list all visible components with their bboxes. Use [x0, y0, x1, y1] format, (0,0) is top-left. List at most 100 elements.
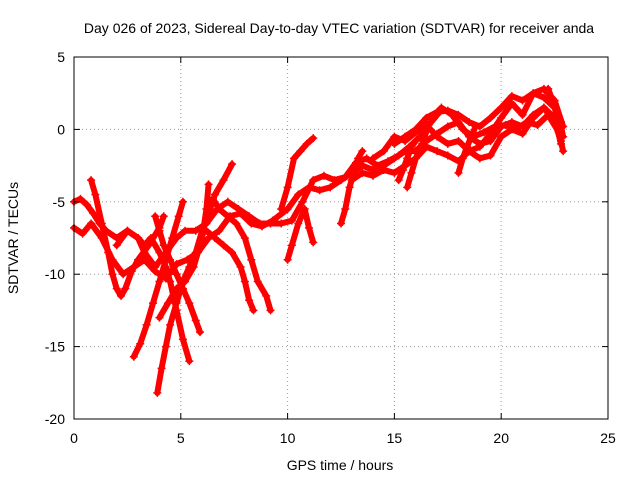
data-point	[108, 270, 117, 279]
data-point	[533, 121, 542, 130]
data-point	[443, 122, 452, 131]
data-point	[208, 194, 217, 203]
data-point	[475, 154, 484, 163]
data-point	[480, 128, 489, 137]
data-point	[454, 168, 463, 177]
data-point	[539, 93, 548, 102]
data-point	[407, 168, 416, 177]
data-point	[257, 222, 266, 231]
data-point	[529, 89, 538, 98]
data-point	[127, 267, 136, 276]
data-point	[304, 183, 313, 192]
data-point	[153, 388, 162, 397]
series-dip-7	[208, 194, 275, 315]
data-point	[559, 132, 568, 141]
data-point	[174, 212, 183, 221]
y-tick-label: 5	[57, 49, 65, 65]
series-trace	[156, 181, 212, 321]
data-point	[401, 136, 410, 145]
plot-frame	[73, 56, 609, 420]
data-point	[433, 147, 442, 156]
data-point	[219, 241, 228, 250]
data-point	[121, 284, 130, 293]
data-point	[403, 154, 412, 163]
series-dip-5	[151, 212, 205, 337]
data-point	[507, 118, 516, 127]
data-point	[443, 139, 452, 148]
x-tick-label: 15	[387, 430, 403, 446]
data-point	[345, 183, 354, 192]
data-point	[390, 132, 399, 141]
data-point	[202, 205, 211, 214]
data-point	[82, 200, 91, 209]
data-point	[458, 154, 467, 163]
data-point	[178, 197, 187, 206]
data-point	[215, 226, 224, 235]
data-point	[475, 142, 484, 151]
data-point	[548, 96, 557, 105]
data-point	[349, 168, 358, 177]
data-point	[112, 284, 121, 293]
data-point	[559, 147, 568, 156]
x-tick-label: 5	[177, 430, 185, 446]
data-point	[486, 129, 495, 138]
chart-title: Day 026 of 2023, Sidereal Day-to-day VTE…	[84, 20, 594, 36]
data-point	[411, 136, 420, 145]
data-point	[219, 176, 228, 185]
data-point	[407, 142, 416, 151]
data-point	[497, 103, 506, 112]
y-tick-label: 0	[57, 121, 65, 137]
data-point	[379, 165, 388, 174]
data-point	[518, 110, 527, 119]
data-point	[497, 113, 506, 122]
data-point	[294, 219, 303, 228]
tick-labels: 0 5 10 15 20 25 -20 -15 -10 -5 0 5	[45, 49, 616, 446]
y-tick-label: -5	[53, 194, 66, 210]
data-point	[529, 113, 538, 122]
data-point	[185, 357, 194, 366]
data-point	[411, 128, 420, 137]
data-point	[204, 180, 213, 189]
data-point	[358, 168, 367, 177]
data-point	[223, 197, 232, 206]
data-point	[463, 142, 472, 151]
data-point	[337, 219, 345, 228]
data-point	[166, 277, 175, 286]
data-point	[185, 299, 194, 308]
data-point	[129, 352, 138, 361]
data-point	[134, 234, 143, 242]
data-point	[394, 176, 403, 185]
data-layer	[70, 84, 568, 397]
data-point	[287, 216, 296, 225]
data-point	[78, 229, 87, 238]
data-point	[159, 212, 168, 221]
data-point	[134, 255, 143, 264]
data-point	[136, 339, 145, 348]
data-point	[518, 96, 527, 105]
data-point	[418, 139, 427, 148]
data-point	[298, 197, 307, 206]
data-point	[287, 241, 296, 250]
data-point	[283, 255, 292, 264]
data-point	[486, 113, 495, 122]
data-point	[151, 212, 160, 221]
data-point	[507, 99, 516, 108]
y-tick-label: -20	[45, 411, 65, 427]
y-tick-label: -15	[45, 339, 65, 355]
data-point	[557, 139, 566, 148]
data-point	[155, 277, 164, 286]
data-point	[454, 136, 463, 145]
data-point	[497, 132, 506, 141]
data-point	[155, 313, 164, 322]
data-point	[315, 186, 324, 195]
data-point	[249, 306, 258, 315]
data-point	[398, 165, 407, 174]
data-point	[507, 92, 516, 101]
series-rise-11	[337, 147, 367, 228]
data-point	[467, 132, 476, 141]
series-trend-lower-a	[347, 103, 566, 185]
data-point	[268, 216, 277, 225]
data-point	[166, 320, 175, 329]
series-dip-3	[129, 197, 187, 361]
data-point	[471, 122, 480, 131]
